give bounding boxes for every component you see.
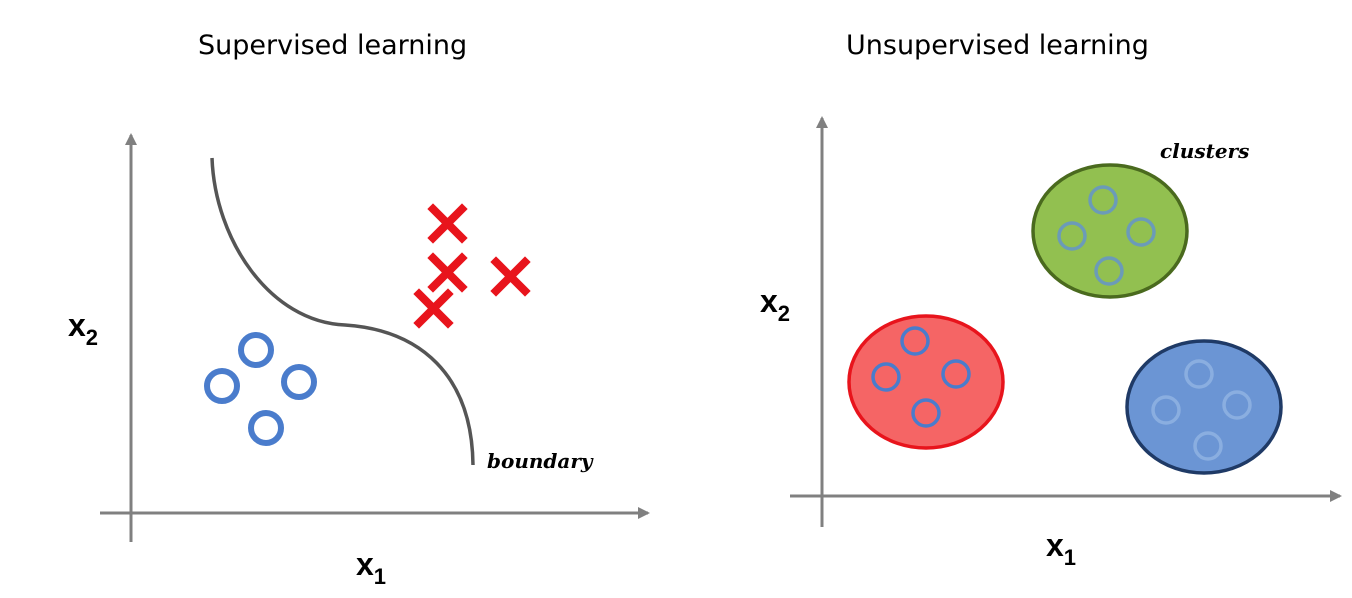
green-cluster-region (1031, 163, 1189, 299)
cluster-point (871, 362, 901, 392)
red-cluster-region (847, 314, 1005, 450)
red-cluster (847, 314, 1005, 450)
right-y-axis-label: x2 (760, 283, 790, 326)
cross-point (413, 288, 454, 329)
blue-cluster-region (1125, 339, 1283, 475)
cluster-point (900, 326, 930, 356)
cluster-point (911, 398, 941, 428)
cross-point (490, 256, 531, 297)
left-y-axis-label: x2 (68, 307, 98, 350)
cluster-point (1222, 390, 1252, 420)
circle-point (281, 364, 317, 400)
supervised-title: Supervised learning (198, 30, 468, 61)
circle-class-points (204, 332, 317, 446)
cluster-point (1088, 185, 1118, 215)
clusters-label: clusters (1160, 139, 1249, 163)
left-x-axis-label: x1 (356, 546, 386, 589)
circle-point (238, 332, 274, 368)
cross-class-points (413, 203, 531, 329)
boundary-label: boundary (487, 449, 594, 473)
cluster-point (1151, 395, 1181, 425)
cluster-point (1184, 359, 1214, 389)
cluster-point (1057, 221, 1087, 251)
cluster-point (1193, 431, 1223, 461)
decision-boundary (210, 157, 475, 466)
cluster-point (1126, 217, 1156, 247)
cross-point (427, 252, 468, 293)
blue-cluster (1125, 339, 1283, 475)
green-cluster (1031, 163, 1189, 299)
circle-point (248, 410, 284, 446)
right-x-axis-label: x1 (1046, 527, 1076, 570)
supervised-panel: x2 x1 boundary (68, 133, 650, 589)
circle-point (204, 368, 240, 404)
cluster-point (941, 359, 971, 389)
unsupervised-title: Unsupervised learning (846, 30, 1149, 61)
cluster-point (1094, 256, 1124, 286)
cross-point (427, 203, 468, 244)
unsupervised-panel: x2 x1 clusters (760, 116, 1342, 570)
